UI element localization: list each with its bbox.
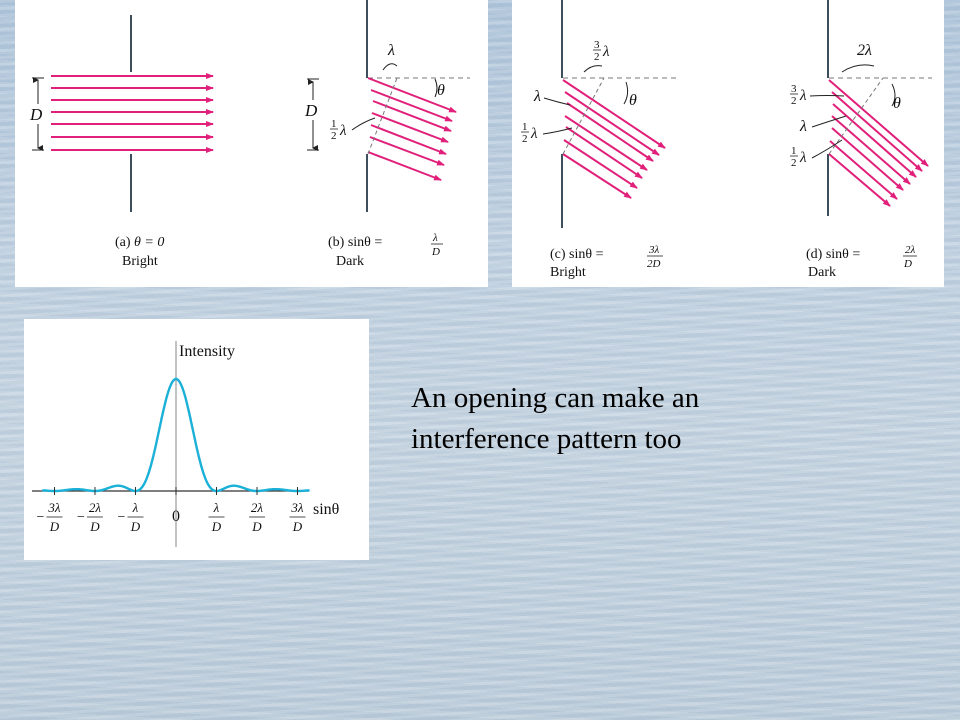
angle-arc-c xyxy=(623,81,629,105)
svg-text:D: D xyxy=(903,258,912,270)
svg-text:1: 1 xyxy=(522,121,528,133)
diagram-cd-svg: θ 3 2 λ λ 1 2 λ (c) sinθ = 3λ 2D Bright xyxy=(521,0,932,280)
path-difference-line xyxy=(562,77,605,155)
half-lambda-label-c: 1 2 λ xyxy=(521,121,538,145)
svg-text:λ: λ xyxy=(530,126,538,142)
svg-text:1: 1 xyxy=(791,145,797,157)
diagram-c: θ 3 2 λ λ 1 2 λ (c) sinθ = 3λ 2D Bright xyxy=(521,0,677,280)
angle-label-c: θ xyxy=(629,92,637,109)
caption-a-result: Bright xyxy=(122,254,158,269)
x-tick-label-numerator: 2λ xyxy=(251,500,264,515)
diagram-panel-ab: D (a) θ = 0 Bright θ λ xyxy=(15,0,488,287)
svg-text:3: 3 xyxy=(594,39,600,51)
caption-line-1: An opening can make an xyxy=(411,382,700,414)
lambda-label-c: λ xyxy=(533,88,541,105)
svg-text:2: 2 xyxy=(331,130,337,142)
intensity-graph-panel: Intensity sinθ 3λ D −2λ D − λ D −0 λ D 2λ D 3λ D xyxy=(24,319,369,560)
x-tick-label-sign: − xyxy=(37,510,45,525)
x-tick-label-denominator: D xyxy=(49,519,60,534)
x-tick-label-numerator: λ xyxy=(132,500,139,515)
caption-d-line1: (d) sinθ = xyxy=(806,247,860,262)
angle-arc-b xyxy=(434,78,438,98)
light-rays-c xyxy=(562,79,666,199)
caption-line-2: interference pattern too xyxy=(411,423,682,455)
svg-text:2: 2 xyxy=(594,51,600,63)
x-tick-label-numerator: 3λ xyxy=(47,500,61,515)
svg-text:1: 1 xyxy=(331,118,337,130)
svg-text:2D: 2D xyxy=(647,258,661,270)
caption-c-result: Bright xyxy=(550,265,586,280)
x-tick-label-denominator: D xyxy=(130,519,141,534)
svg-text:2: 2 xyxy=(522,133,528,145)
svg-text:2: 2 xyxy=(791,157,797,169)
caption-d-result: Dark xyxy=(808,265,836,280)
two-lambda-label-d: 2λ xyxy=(857,42,872,59)
svg-text:3: 3 xyxy=(791,83,797,95)
diagram-b: θ λ D 1 2 λ (b) sinθ = λ D Dark xyxy=(303,0,470,269)
diagram-d: θ 2λ 3 2 λ λ 1 2 λ (d) sinθ = 2λ D xyxy=(790,0,932,280)
intensity-curve xyxy=(42,377,310,493)
svg-text:D: D xyxy=(431,246,440,258)
caption-a-line1: (a) θ = 0 xyxy=(115,235,164,250)
three-halves-label-d: 3 2 λ xyxy=(790,83,807,107)
light-rays-d xyxy=(828,79,929,207)
x-axis-label: sinθ xyxy=(313,501,339,518)
svg-text:λ: λ xyxy=(602,44,610,60)
x-tick-label-numerator: 2λ xyxy=(89,500,102,515)
caption-b-result: Dark xyxy=(336,254,364,269)
x-tick-label-numerator: 3λ xyxy=(290,500,304,515)
x-tick-label-denominator: D xyxy=(251,519,262,534)
caption-b-line1: (b) sinθ = xyxy=(328,235,382,250)
x-tick-label-zero: 0 xyxy=(172,508,180,525)
x-tick-label-sign: − xyxy=(118,510,126,525)
diagram-ab-svg: D (a) θ = 0 Bright θ λ xyxy=(28,0,470,269)
svg-text:λ: λ xyxy=(339,123,347,139)
path-difference-line xyxy=(828,77,884,155)
svg-text:3λ: 3λ xyxy=(648,244,660,256)
svg-text:2λ: 2λ xyxy=(905,244,916,256)
x-tick-label-numerator: λ xyxy=(213,500,220,515)
svg-text:λ: λ xyxy=(799,88,807,104)
three-halves-label-c: 3 2 λ xyxy=(593,39,610,63)
x-tick-label-denominator: D xyxy=(89,519,100,534)
svg-text:2: 2 xyxy=(791,95,797,107)
y-axis-label: Intensity xyxy=(179,343,235,360)
diagram-a: D (a) θ = 0 Bright xyxy=(28,15,214,269)
light-rays-a xyxy=(51,73,214,153)
caption-c-line1: (c) sinθ = xyxy=(550,247,604,262)
angle-label-d: θ xyxy=(893,95,901,112)
x-tick-label-denominator: D xyxy=(292,519,303,534)
half-lambda-label-d: 1 2 λ xyxy=(790,145,807,169)
half-lambda-label-b: 1 2 λ xyxy=(330,118,347,142)
width-label-a: D xyxy=(29,105,43,124)
svg-text:λ: λ xyxy=(799,150,807,166)
angle-arc-d xyxy=(891,83,896,107)
diagram-panel-cd: θ 3 2 λ λ 1 2 λ (c) sinθ = 3λ 2D Bright xyxy=(512,0,944,287)
x-tick-label-sign: − xyxy=(77,510,85,525)
caption-text: An opening can make an interference patt… xyxy=(411,378,831,460)
x-tick-label-denominator: D xyxy=(211,519,222,534)
path-label-b: λ xyxy=(387,42,395,59)
angle-label-b: θ xyxy=(437,82,445,99)
svg-text:λ: λ xyxy=(432,232,438,244)
width-label-b: D xyxy=(304,101,318,120)
lambda-label-d: λ xyxy=(799,118,807,135)
